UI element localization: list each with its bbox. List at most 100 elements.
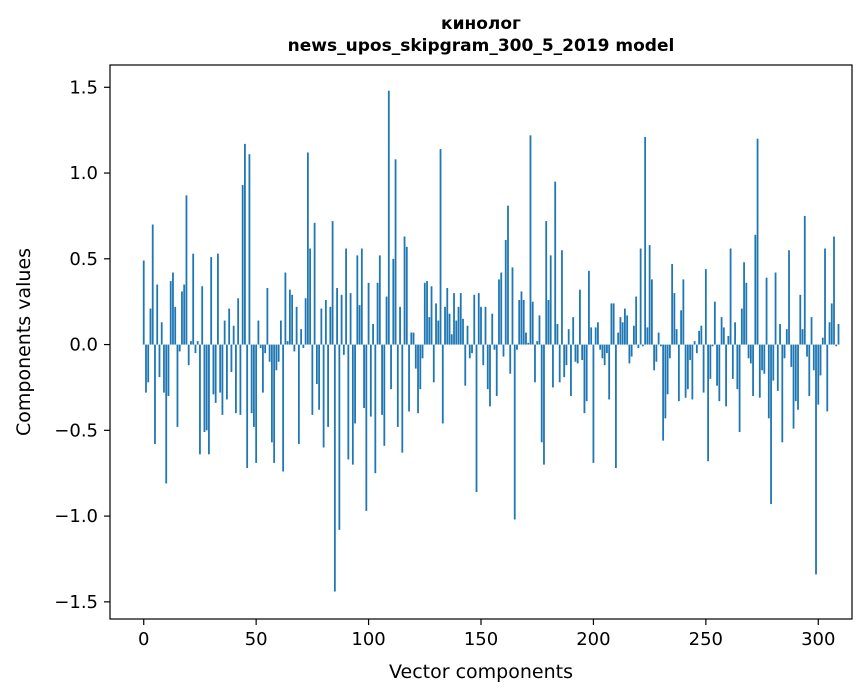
bar: [799, 294, 802, 345]
bar: [570, 344, 572, 397]
bar: [648, 245, 651, 345]
bar: [536, 341, 539, 345]
bar: [439, 149, 442, 345]
bar: [282, 344, 285, 472]
bar: [509, 344, 512, 374]
bar: [383, 344, 386, 446]
x-tick-label: 250: [689, 629, 723, 650]
bar: [459, 293, 462, 345]
bar: [518, 299, 521, 345]
bar: [255, 344, 258, 463]
bar: [830, 303, 833, 345]
bar: [432, 344, 435, 383]
bar: [309, 248, 312, 345]
bar: [624, 308, 626, 345]
x-axis-label: Vector components: [389, 661, 573, 683]
bar: [619, 317, 622, 345]
bar: [376, 282, 379, 345]
bar: [217, 253, 219, 345]
bar: [471, 344, 473, 354]
bar: [378, 255, 381, 345]
bar: [493, 344, 496, 350]
bar: [585, 344, 588, 402]
bar: [417, 344, 419, 414]
bar: [302, 344, 305, 348]
bar: [626, 315, 629, 345]
bar: [704, 269, 707, 345]
bar: [435, 303, 437, 345]
bar: [722, 327, 725, 345]
bar: [671, 263, 674, 345]
bar: [720, 317, 723, 345]
bar: [154, 344, 156, 445]
x-tick-label: 300: [801, 629, 835, 650]
chart-title: кинолог: [441, 14, 521, 34]
bar: [396, 344, 399, 427]
bar: [675, 329, 678, 345]
bar: [387, 90, 390, 345]
bar: [837, 323, 840, 345]
bar: [401, 344, 404, 453]
bar: [226, 344, 228, 400]
bar: [403, 236, 406, 345]
bar: [259, 344, 262, 348]
bar: [525, 332, 527, 345]
bar: [725, 344, 727, 407]
y-tick-label: 1.5: [69, 77, 98, 98]
bar: [248, 154, 251, 345]
x-tick-label: 100: [351, 629, 385, 650]
bar: [606, 344, 608, 354]
bar: [291, 294, 294, 345]
bar: [635, 296, 638, 345]
bar: [466, 325, 469, 345]
bar: [169, 281, 172, 345]
bar: [756, 138, 759, 345]
bar: [516, 344, 518, 350]
bar: [329, 306, 332, 345]
bar: [779, 323, 781, 345]
bar: [581, 344, 584, 361]
bar: [372, 323, 374, 345]
bar: [212, 344, 215, 395]
bar: [336, 287, 338, 345]
bar: [689, 344, 692, 361]
bar: [187, 344, 190, 366]
bar: [381, 344, 383, 415]
bar: [354, 344, 356, 424]
bar: [819, 344, 822, 376]
bar: [199, 344, 201, 455]
bar: [486, 344, 489, 390]
bar: [178, 344, 181, 352]
bar: [158, 344, 161, 378]
bar: [772, 344, 775, 381]
bar: [275, 344, 278, 371]
bar: [203, 344, 206, 433]
bar: [520, 291, 523, 345]
bar: [318, 344, 321, 410]
bar: [351, 344, 354, 465]
bar: [246, 344, 249, 469]
bar: [241, 185, 244, 345]
bar: [599, 344, 602, 350]
bar: [446, 287, 449, 345]
bar: [324, 299, 327, 345]
bar: [480, 306, 482, 345]
bar: [552, 344, 554, 388]
bar: [646, 327, 649, 345]
y-tick-label: −1.5: [54, 592, 98, 613]
bar: [264, 344, 267, 354]
bar: [482, 344, 485, 366]
bar: [511, 267, 514, 345]
bar: [531, 301, 534, 345]
x-tick-label: 50: [245, 629, 268, 650]
bar: [695, 344, 698, 354]
bar: [538, 315, 541, 345]
y-tick-label: −0.5: [54, 420, 98, 441]
bar: [410, 332, 413, 345]
bar: [788, 250, 790, 345]
bar: [738, 344, 741, 433]
bar: [781, 344, 784, 443]
bar: [718, 344, 721, 402]
bar: [455, 320, 458, 345]
bar: [691, 344, 694, 400]
